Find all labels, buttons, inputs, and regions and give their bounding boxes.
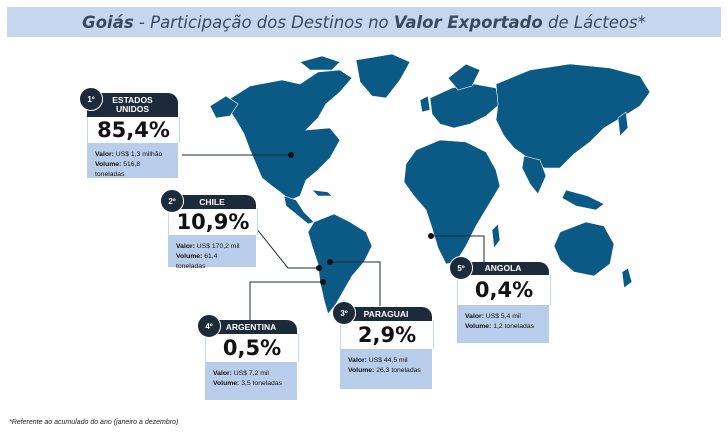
volume-value: 3,5 toneladas (241, 380, 283, 387)
angola-marker (428, 233, 434, 239)
usa-marker (288, 152, 294, 158)
percent-value: 10,9% (168, 209, 258, 235)
percent-value: 2,9% (340, 321, 434, 349)
valor-value: US$ 170,2 mil (196, 243, 240, 250)
india-landmass (521, 155, 547, 195)
info-box: Valor: US$ 44,5 mil Volume: 26,3 tonelad… (340, 349, 432, 389)
country-label: CHILE (168, 195, 256, 209)
north-america-landmass (227, 69, 353, 201)
page-title: Goiás - Participação dos Destinos no Val… (82, 12, 646, 32)
valor-value: US$ 1,3 milhão (115, 151, 163, 158)
info-box: Valor: US$ 1,3 milhão Volume: 516,8 tone… (87, 143, 178, 178)
info-box: Valor: US$ 170,2 mil Volume: 61,4 tonela… (168, 235, 256, 270)
percent-value: 0,4% (457, 275, 551, 305)
title-banner: Goiás - Participação dos Destinos no Val… (7, 7, 721, 37)
volume-value: 1,2 toneladas (493, 323, 535, 330)
new-zealand-landmass (621, 267, 633, 289)
valor-value: US$ 5,4 mil (485, 313, 521, 320)
greenland-landmass (355, 53, 411, 99)
madagascar-landmass (491, 223, 501, 249)
se-asia-islands-landmass (561, 189, 605, 211)
chile-marker (316, 265, 322, 271)
africa-landmass (403, 139, 501, 265)
angola-connector (431, 235, 485, 262)
japan-landmass (617, 111, 629, 137)
argentina-connector (249, 281, 323, 320)
europe-landmass (429, 83, 501, 129)
rank-badge: 2º (160, 189, 184, 213)
cuba-landmass (311, 189, 333, 197)
uk-landmass (419, 95, 431, 113)
argentina-marker (320, 279, 326, 285)
canada-islands-landmass (299, 55, 341, 71)
volume-value: 61,4 toneladas (176, 253, 218, 270)
chile-connector (255, 227, 319, 269)
scandinavia-landmass (447, 63, 481, 91)
valor-value: US$ 44,5 mil (368, 357, 408, 364)
alaska-landmass (209, 95, 239, 119)
percent-value: 85,4% (87, 117, 180, 143)
country-label: ARGENTINA (205, 320, 297, 334)
paraguai-marker (327, 259, 333, 265)
percent-value: 0,5% (205, 334, 299, 362)
rank-badge: 4º (197, 314, 221, 338)
asia-landmass (495, 63, 651, 169)
country-label: ANGOLA (457, 262, 549, 275)
rank-badge: 5º (449, 256, 473, 280)
info-box: Valor: US$ 5,4 mil Volume: 1,2 toneladas (457, 305, 549, 343)
central-america-landmass (283, 195, 315, 225)
valor-value: US$ 7,2 mil (233, 370, 269, 377)
rank-badge: 1º (79, 87, 103, 111)
volume-value: 26,3 toneladas (376, 367, 421, 374)
footnote: *Referente ao acumulado do ano (janeiro … (9, 419, 179, 426)
paraguai-connector (330, 261, 381, 306)
info-box: Valor: US$ 7,2 mil Volume: 3,5 toneladas (205, 362, 297, 400)
south-america-landmass (307, 213, 373, 315)
rank-badge: 3º (332, 301, 356, 325)
australia-landmass (553, 221, 615, 277)
volume-value: 516,8 toneladas (95, 161, 141, 178)
country-label: PARAGUAI (340, 307, 432, 321)
